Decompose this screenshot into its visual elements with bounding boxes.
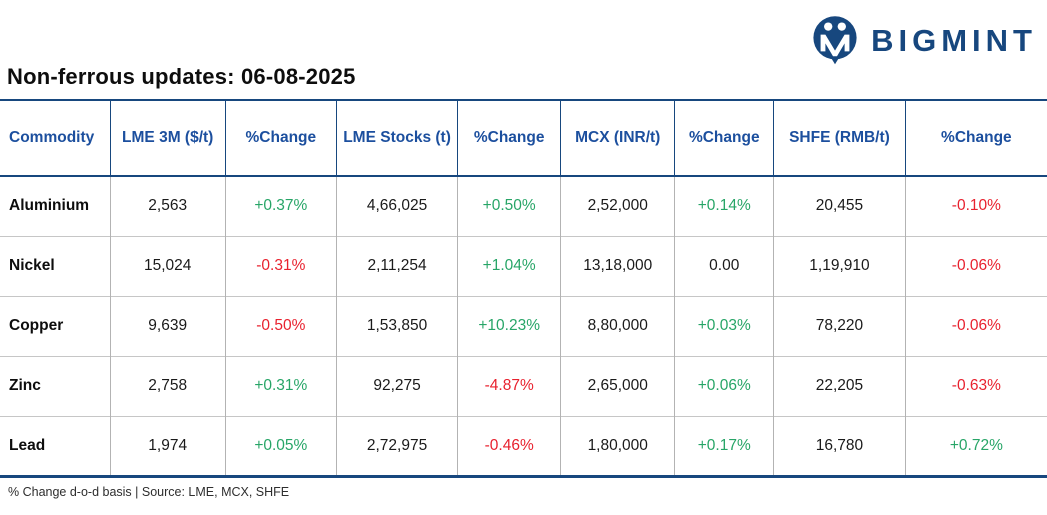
change-cell: +0.06% (674, 355, 774, 416)
commodity-cell: Zinc (0, 355, 111, 416)
commodity-cell: Copper (0, 295, 111, 356)
change-cell: +0.31% (224, 355, 337, 416)
column-header: %Change (457, 100, 561, 176)
page-title: Non-ferrous updates: 06-08-2025 (7, 64, 356, 89)
value-cell: 22,205 (773, 355, 906, 416)
change-cell: -0.06% (904, 235, 1047, 296)
table-header-row: Commodity LME 3M ($/t) %Change LME Stocks (… (0, 100, 1047, 176)
table-row: Nickel 15,024 -0.31% 2,11,254 +1.04% 13,18,00… (0, 235, 1047, 296)
value-cell: 4,66,025 (335, 176, 458, 236)
value-cell: 92,275 (335, 355, 458, 416)
bigmint-logo-icon (809, 13, 861, 69)
bigmint-logo-text: BIGMINT (871, 23, 1037, 58)
column-header: MCX (INR/t) (560, 100, 675, 176)
change-cell: -0.31% (224, 235, 337, 296)
value-cell: 13,18,000 (560, 235, 675, 296)
column-header: Commodity (9, 129, 95, 146)
value-cell: 1,80,000 (560, 415, 675, 476)
column-header: LME Stocks (t) (335, 100, 458, 176)
table-row: Copper 9,639 -0.50% 1,53,850 +10.23% 8,80,000… (0, 295, 1047, 356)
value-cell: 2,11,254 (335, 235, 458, 296)
change-cell: +1.04% (457, 235, 561, 296)
change-cell: -0.50% (224, 295, 337, 356)
value-cell: 15,024 (109, 235, 226, 296)
value-cell: 2,563 (109, 176, 226, 236)
change-cell: -0.46% (457, 415, 561, 476)
change-cell: +10.23% (457, 295, 561, 356)
column-header: %Change (674, 100, 774, 176)
value-cell: 78,220 (773, 295, 906, 356)
table-row: Aluminium 2,563 +0.37% 4,66,025 +0.50% 2,52,0… (0, 176, 1047, 236)
column-header: %Change (904, 100, 1047, 176)
commodity-cell: Nickel (0, 235, 111, 296)
column-header: %Change (224, 100, 337, 176)
commodity-price-table: Commodity LME 3M ($/t) %Change LME Stocks (… (0, 99, 1047, 478)
value-cell: 2,52,000 (560, 176, 675, 236)
value-cell: 20,455 (773, 176, 906, 236)
commodity-cell: Lead (0, 415, 111, 476)
table-row: Zinc 2,758 +0.31% 92,275 -4.87% 2,65,000 +0.06… (0, 355, 1047, 416)
change-cell: +0.14% (674, 176, 774, 236)
change-cell: +0.03% (674, 295, 774, 356)
value-cell: 1,53,850 (335, 295, 458, 356)
bigmint-logo: BIGMINT (809, 13, 1037, 69)
change-cell: +0.17% (674, 415, 774, 476)
commodity-cell: Aluminium (9, 197, 90, 215)
change-cell: -4.87% (457, 355, 561, 416)
value-cell: 1,19,910 (773, 235, 906, 296)
change-cell: -0.63% (904, 355, 1047, 416)
change-cell: -0.10% (904, 176, 1047, 236)
column-header: LME 3M ($/t) (109, 100, 226, 176)
change-cell: -0.06% (904, 295, 1047, 356)
change-cell: +0.05% (224, 415, 337, 476)
table-row: Lead 1,974 +0.05% 2,72,975 -0.46% 1,80,000 +0.… (0, 415, 1047, 476)
value-cell: 2,65,000 (560, 355, 675, 416)
column-header: SHFE (RMB/t) (773, 100, 906, 176)
change-cell: +0.50% (457, 176, 561, 236)
value-cell: 8,80,000 (560, 295, 675, 356)
change-cell: +0.72% (904, 415, 1047, 476)
value-cell: 16,780 (773, 415, 906, 476)
change-cell: +0.37% (224, 176, 337, 236)
source-footnote: % Change d-o-d basis | Source: LME, MCX,… (8, 484, 290, 499)
value-cell: 9,639 (109, 295, 226, 356)
value-cell: 2,72,975 (335, 415, 458, 476)
value-cell: 2,758 (109, 355, 226, 416)
change-cell: 0.00 (674, 235, 774, 296)
value-cell: 1,974 (109, 415, 226, 476)
